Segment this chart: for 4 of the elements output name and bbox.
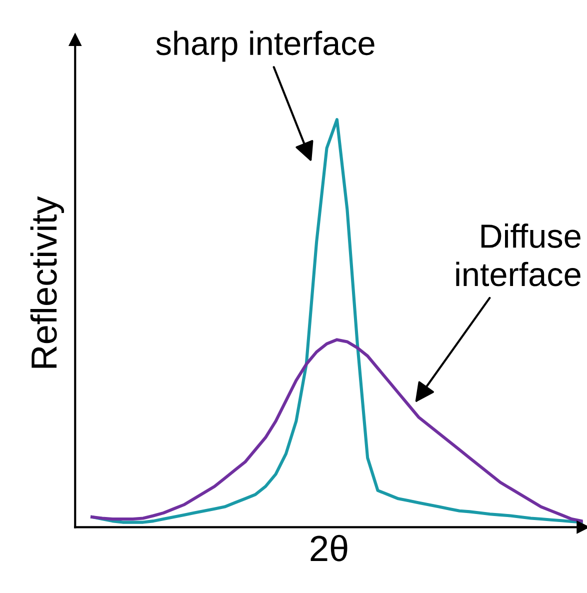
text: Diffuse interface [456, 223, 580, 286]
y-axis-title: Reflectivity [30, 196, 64, 368]
text: sharp interface [156, 30, 374, 62]
x-axis-title: 2θ [310, 534, 348, 562]
